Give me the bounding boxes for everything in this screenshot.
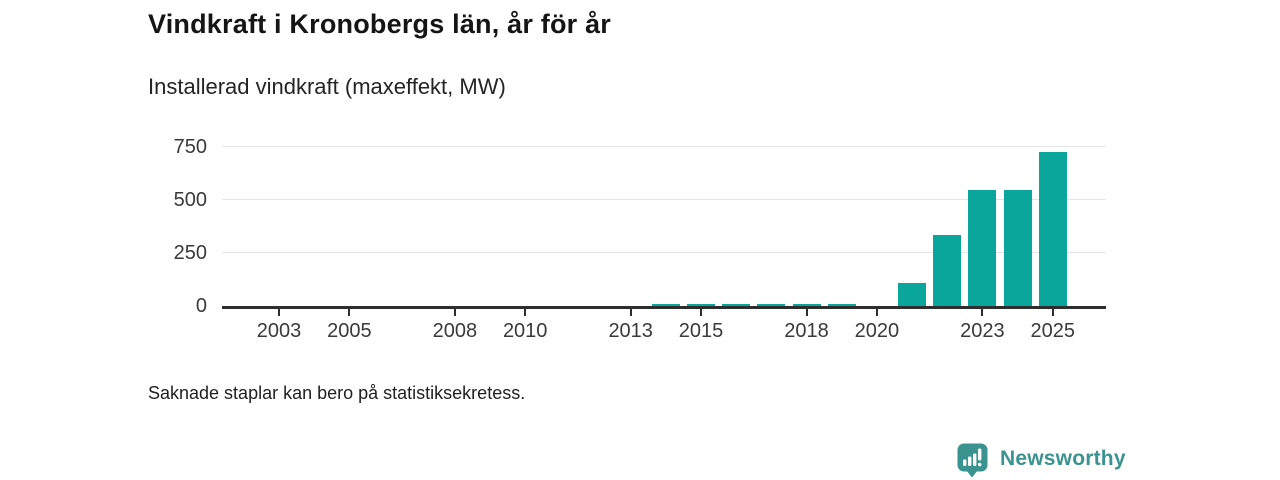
bar-2014 <box>651 303 680 306</box>
bar-2025 <box>1038 152 1067 306</box>
gridline-250 <box>222 252 1106 253</box>
bar-2016 <box>722 303 751 306</box>
chart-title: Vindkraft i Kronobergs län, år för år <box>148 9 611 39</box>
x-axis-label-2025: 2025 <box>1030 320 1075 342</box>
x-axis-label-2008: 2008 <box>432 320 478 342</box>
bar-2019 <box>827 303 856 306</box>
x-tick-2003 <box>278 309 280 316</box>
y-axis-label-0: 0 <box>195 295 207 317</box>
x-tick-2013 <box>629 309 632 316</box>
footnote: Saknade staplar kan bero på statistiksek… <box>148 383 526 403</box>
bar-2022 <box>933 234 962 306</box>
x-tick-2005 <box>348 309 351 316</box>
bar-2023 <box>968 190 997 306</box>
x-tick-2010 <box>524 309 527 316</box>
x-axis-label-2013: 2013 <box>608 320 653 342</box>
x-tick-2018 <box>805 309 808 316</box>
y-axis-label-250: 250 <box>173 242 207 264</box>
y-axis-label-500: 500 <box>173 189 207 211</box>
x-axis-label-2005: 2005 <box>327 320 372 342</box>
x-tick-2020 <box>875 309 878 316</box>
gridline-500 <box>222 199 1106 200</box>
x-tick-2015 <box>700 309 703 316</box>
bar-2017 <box>757 303 786 306</box>
newsworthy-bar-chart-pin-icon <box>957 443 988 478</box>
y-axis-label-750: 750 <box>173 136 207 158</box>
newsworthy-logo-text: Newsworthy <box>1000 447 1126 470</box>
x-axis-label-2023: 2023 <box>960 320 1005 342</box>
x-axis-label-2020: 2020 <box>854 320 900 342</box>
x-tick-2025 <box>1051 309 1054 316</box>
x-axis-label-2015: 2015 <box>678 320 724 342</box>
plot-area <box>222 140 1106 306</box>
bar-2021 <box>898 282 927 306</box>
x-axis-line <box>222 306 1106 309</box>
x-axis-label-2010: 2010 <box>502 320 548 342</box>
x-axis-label-2018: 2018 <box>784 320 829 342</box>
chart-subtitle: Installerad vindkraft (maxeffekt, MW) <box>148 74 506 99</box>
bar-2018 <box>792 303 821 306</box>
gridline-750 <box>222 146 1106 147</box>
x-tick-2008 <box>453 309 456 316</box>
newsworthy-logo: Newsworthy <box>957 443 1126 480</box>
x-tick-2023 <box>981 309 984 316</box>
x-axis-label-2003: 2003 <box>256 320 302 342</box>
bar-2015 <box>687 303 716 306</box>
bar-2024 <box>1003 190 1032 306</box>
